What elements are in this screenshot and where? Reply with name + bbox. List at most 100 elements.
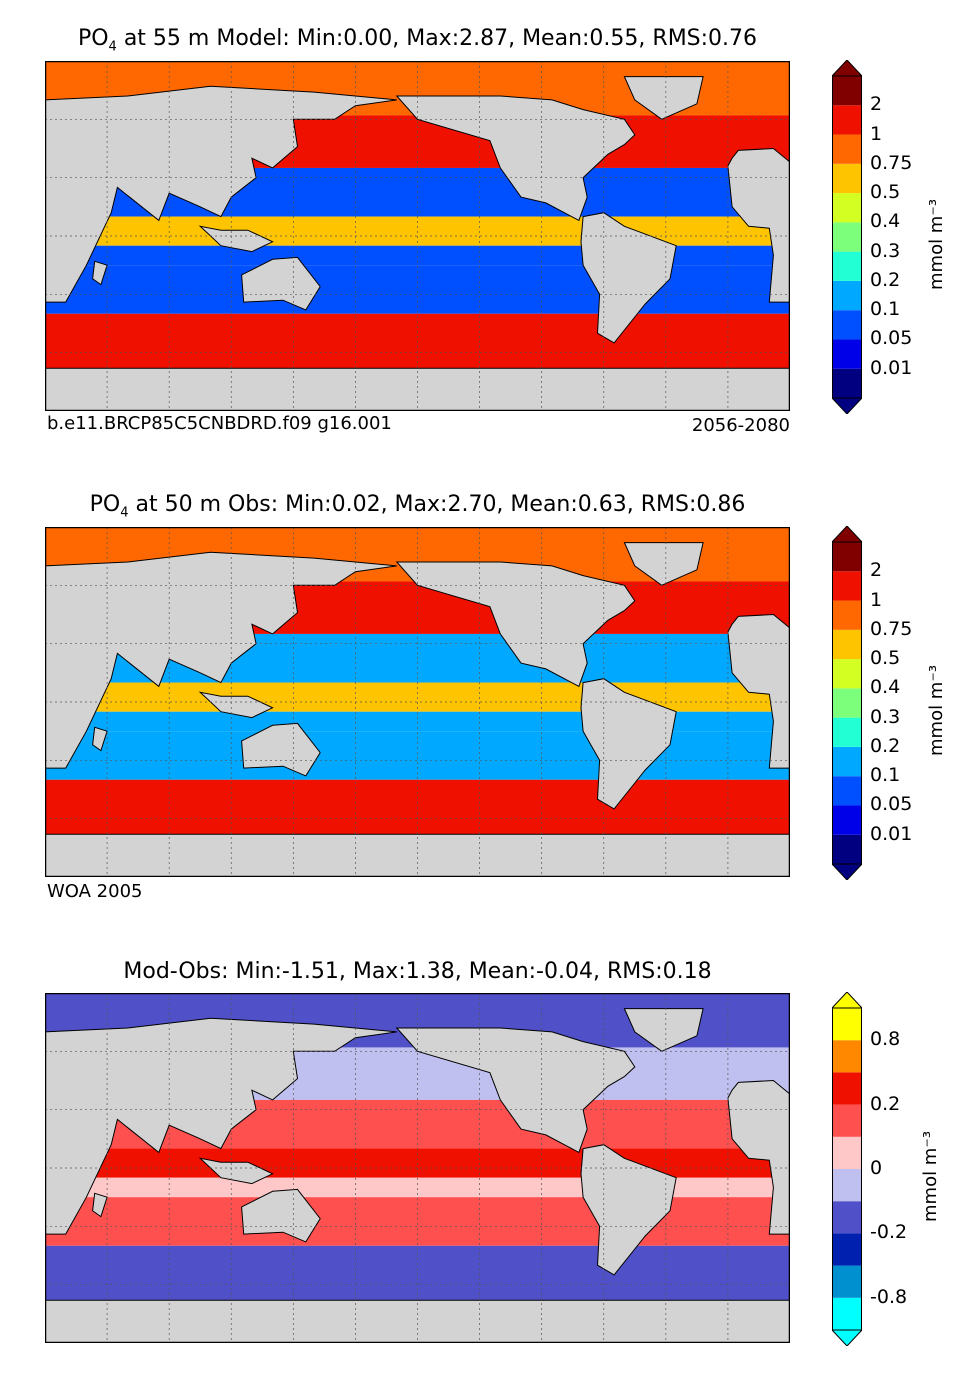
landmass-south-america [580,678,677,810]
landmass-north-america [395,95,636,222]
colorbar-segment [832,1233,862,1266]
colorbar-tick-label: -0.2 [870,1221,908,1244]
colorbar-segment [832,659,862,689]
colorbar-segment [832,105,862,135]
colorbar-segment [832,571,862,601]
colorbar [832,526,862,880]
colorbar-segment [832,1201,862,1234]
colorbar-tick-label: 0.05 [870,327,913,350]
colorbar-tick-label: 0 [870,1157,883,1179]
map-frame [45,61,790,411]
landmass-australia [241,256,321,311]
map-frame [45,993,790,1343]
panel-title: PO4 at 55 m Model: Min:0.00, Max:2.87, M… [77,26,758,55]
colorbar-segment [832,1169,862,1202]
colorbar-tick-label: 0.2 [870,268,901,291]
landmass-north-america [395,1027,636,1154]
colorbar-segment [832,834,862,864]
colorbar-tick-label: 0.1 [870,298,901,321]
colorbar-tick-label: 0.5 [870,181,901,204]
colorbar-segment [832,1072,862,1105]
caption-left: b.e11.BRCP85C5CNBDRD.f09 g16.001 [47,413,392,434]
colorbar-tick-label: 0.75 [870,617,913,640]
landmass-madagascar [92,726,108,752]
colorbar-frame [832,1007,862,1331]
caption-right: 2056-2080 [691,415,790,436]
colorbar-tick-label: 0.4 [870,676,901,699]
colorbar-segment [832,134,862,164]
colorbar-segment [832,776,862,806]
colorbar-tick-label: 0.01 [870,356,913,379]
landmass-greenland [623,1008,704,1052]
colorbar-tick-label: 0.3 [870,705,901,728]
colorbar-tick-label: 0.8 [870,1028,901,1051]
colorbar-unit-label: mmol m⁻³ [920,1130,941,1222]
colorbar-segment [832,542,862,572]
landmass-south-america [580,1144,677,1276]
panel-title: PO4 at 50 m Obs: Min:0.02, Max:2.70, Mea… [89,492,746,521]
landmass-greenland [623,542,704,586]
landmass-antarctica [45,833,790,877]
map-plot [45,527,790,877]
caption-left: WOA 2005 [47,881,143,902]
colorbar [832,60,862,414]
colorbar-segment [832,805,862,835]
colorbar-segment [832,1104,862,1137]
landmass-australia [241,722,321,777]
colorbar-segment [832,1008,862,1041]
landmass-antarctica [45,1299,790,1343]
landmass-indonesia [198,225,274,253]
colorbar-segment [832,280,862,311]
colorbar-segment [832,222,862,252]
colorbar-segment [832,368,862,398]
landmass-antarctica [45,367,790,411]
colorbar-segment [832,629,862,660]
colorbar-segment [832,1040,862,1073]
map-plot [45,61,790,411]
colorbar-tick-label: 0.01 [870,822,913,845]
landmass-australia [241,1188,321,1243]
colorbar-tick-label: 0.4 [870,210,901,233]
colorbar-segment [832,746,862,777]
landmass-africa-europe [727,613,790,769]
colorbar-tick-label: 1 [870,122,883,145]
colorbar [832,992,862,1346]
colorbar-segment [832,76,862,106]
colorbar-tick-label: 0.1 [870,764,901,787]
landmass-africa-europe [727,1079,790,1235]
colorbar-segment [832,1297,862,1330]
colorbar-frame [832,75,862,399]
colorbar-segment [832,688,862,718]
colorbar-tick-label: 2 [870,93,883,116]
landmass-indonesia [198,1157,274,1185]
landmass-greenland [623,76,704,120]
colorbar-tick-label: 0.2 [870,734,901,757]
panel-title: Mod-Obs: Min:-1.51, Max:1.38, Mean:-0.04… [123,959,712,984]
landmass-madagascar [92,260,108,286]
colorbar-tick-label: 0.05 [870,793,913,816]
landmass-madagascar [92,1192,108,1218]
colorbar-extend-max [832,992,862,1009]
colorbar-segment [832,339,862,369]
colorbar-tick-label: 1 [870,588,883,611]
colorbar-tick-label: 2 [870,559,883,582]
colorbar-segment [832,310,862,340]
colorbar-frame [832,541,862,865]
colorbar-segment [832,717,862,747]
colorbar-extend-min [832,1329,862,1346]
landmass-africa-europe [727,147,790,303]
landmass-south-america [580,212,677,344]
colorbar-segment [832,1265,862,1298]
landmass-north-america [395,561,636,688]
map-frame [45,527,790,877]
colorbar-segment [832,600,862,630]
panel-model: PO4 at 55 m Model: Min:0.00, Max:2.87, M… [0,0,978,460]
colorbar-tick-label: 0.5 [870,647,901,670]
colorbar-tick-label: 0.2 [870,1092,901,1115]
colorbar-segment [832,193,862,223]
colorbar-segment [832,1136,862,1169]
colorbar-tick-label: 0.3 [870,239,901,262]
panel-observations: PO4 at 50 m Obs: Min:0.02, Max:2.70, Mea… [45,492,947,902]
landmass-indonesia [198,691,274,719]
